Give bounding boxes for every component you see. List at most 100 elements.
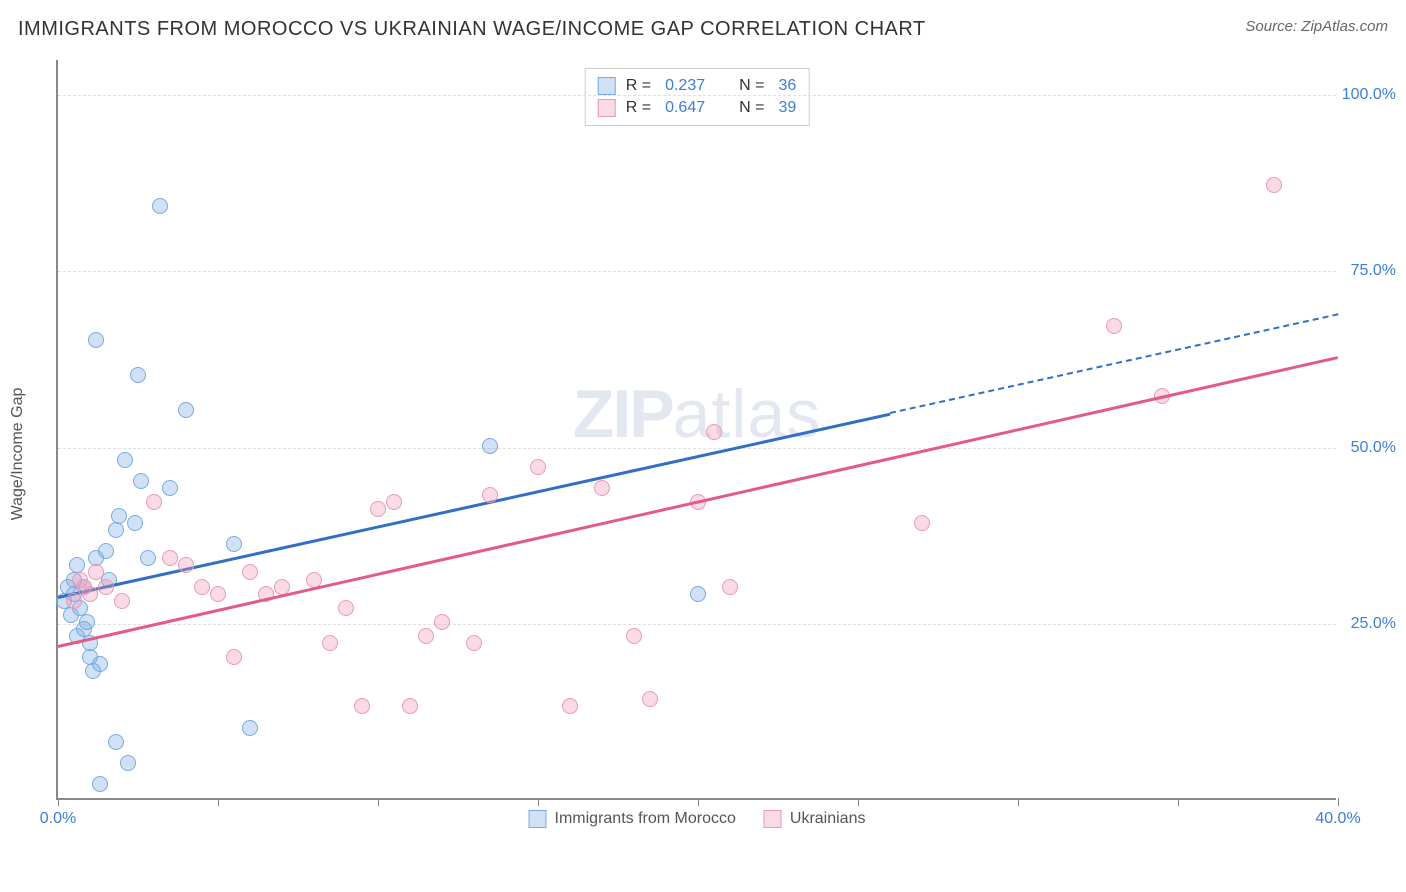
data-point <box>210 586 226 602</box>
scatter-plot: ZIPatlas R = 0.237N = 36R = 0.647N = 39 … <box>56 60 1336 800</box>
legend-swatch <box>529 810 547 828</box>
x-tick <box>698 798 699 806</box>
data-point <box>226 536 242 552</box>
data-point <box>108 522 124 538</box>
data-point <box>722 579 738 595</box>
series-label: Immigrants from Morocco <box>555 810 736 828</box>
data-point <box>354 698 370 714</box>
stats-legend-row: R = 0.647 N = 39 <box>598 97 797 119</box>
data-point <box>79 614 95 630</box>
n-value: 36 <box>778 77 796 95</box>
data-point <box>562 698 578 714</box>
data-point <box>111 508 127 524</box>
data-point <box>140 550 156 566</box>
data-point <box>88 564 104 580</box>
trend-line <box>58 356 1339 648</box>
data-point <box>194 579 210 595</box>
stats-legend: R = 0.237 N = 36 R = 0.647 N = 39 <box>585 68 810 126</box>
source-label: Source: <box>1245 18 1301 35</box>
data-point <box>117 452 133 468</box>
data-point <box>178 557 194 573</box>
x-tick-label: 0.0% <box>40 810 76 828</box>
source-attribution: Source: ZipAtlas.com <box>1245 18 1388 35</box>
legend-swatch <box>764 810 782 828</box>
data-point <box>133 473 149 489</box>
data-point <box>92 776 108 792</box>
watermark-light: atlas <box>673 376 822 452</box>
data-point <box>66 593 82 609</box>
data-point <box>152 198 168 214</box>
data-point <box>1266 177 1282 193</box>
x-tick <box>378 798 379 806</box>
data-point <box>226 649 242 665</box>
data-point <box>242 720 258 736</box>
series-legend-item: Immigrants from Morocco <box>529 810 736 828</box>
data-point <box>98 543 114 559</box>
data-point <box>88 332 104 348</box>
x-tick <box>1338 798 1339 806</box>
n-value: 39 <box>778 99 796 117</box>
y-tick-label: 75.0% <box>1351 262 1396 280</box>
data-point <box>370 501 386 517</box>
data-point <box>127 515 143 531</box>
data-point <box>418 628 434 644</box>
x-tick-minor <box>1178 798 1179 806</box>
data-point <box>146 494 162 510</box>
gridline <box>58 448 1336 449</box>
data-point <box>120 755 136 771</box>
data-point <box>322 635 338 651</box>
r-value: 0.647 <box>665 99 705 117</box>
data-point <box>386 494 402 510</box>
y-axis-label: Wage/Income Gap <box>9 388 27 521</box>
data-point <box>98 579 114 595</box>
y-tick-label: 100.0% <box>1342 86 1396 104</box>
data-point <box>690 586 706 602</box>
n-label: N = <box>739 99 764 117</box>
legend-swatch <box>598 77 616 95</box>
x-tick-label: 40.0% <box>1315 810 1360 828</box>
data-point <box>92 656 108 672</box>
series-legend: Immigrants from Morocco Ukrainians <box>529 810 866 828</box>
series-label: Ukrainians <box>790 810 866 828</box>
data-point <box>130 367 146 383</box>
data-point <box>162 550 178 566</box>
data-point <box>914 515 930 531</box>
data-point <box>162 480 178 496</box>
x-tick-minor <box>858 798 859 806</box>
data-point <box>178 402 194 418</box>
r-value: 0.237 <box>665 77 705 95</box>
n-label: N = <box>739 77 764 95</box>
data-point <box>1106 318 1122 334</box>
r-label: R = <box>626 77 651 95</box>
data-point <box>626 628 642 644</box>
data-point <box>434 614 450 630</box>
data-point <box>114 593 130 609</box>
gridline <box>58 95 1336 96</box>
source-value: ZipAtlas.com <box>1301 18 1388 35</box>
data-point <box>642 691 658 707</box>
gridline <box>58 624 1336 625</box>
gridline <box>58 271 1336 272</box>
data-point <box>402 698 418 714</box>
x-tick-minor <box>538 798 539 806</box>
data-point <box>82 586 98 602</box>
stats-legend-row: R = 0.237 N = 36 <box>598 75 797 97</box>
legend-swatch <box>598 99 616 117</box>
series-legend-item: Ukrainians <box>764 810 866 828</box>
data-point <box>482 487 498 503</box>
watermark-bold: ZIP <box>573 376 673 452</box>
data-point <box>242 564 258 580</box>
chart-title: IMMIGRANTS FROM MOROCCO VS UKRAINIAN WAG… <box>18 18 926 41</box>
x-tick <box>58 798 59 806</box>
x-tick <box>1018 798 1019 806</box>
y-tick-label: 25.0% <box>1351 615 1396 633</box>
data-point <box>338 600 354 616</box>
chart-area: Wage/Income Gap ZIPatlas R = 0.237N = 36… <box>48 60 1378 830</box>
data-point <box>530 459 546 475</box>
data-point <box>594 480 610 496</box>
watermark: ZIPatlas <box>573 375 821 453</box>
data-point <box>706 424 722 440</box>
data-point <box>482 438 498 454</box>
x-tick-minor <box>218 798 219 806</box>
r-label: R = <box>626 99 651 117</box>
